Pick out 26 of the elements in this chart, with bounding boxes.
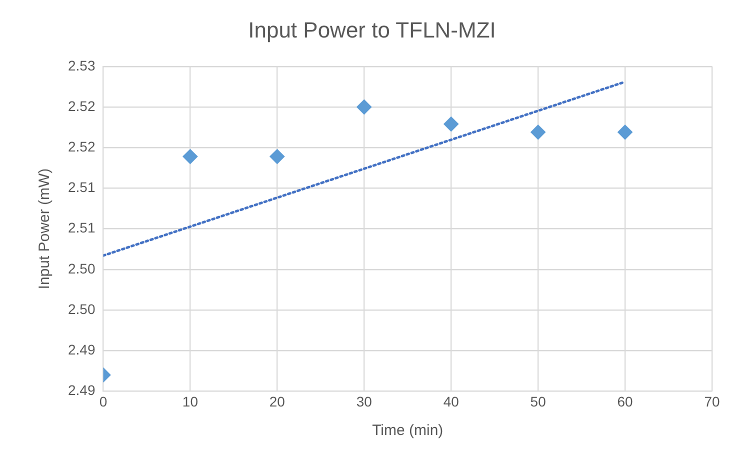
x-tick-label: 20 — [269, 393, 286, 410]
x-tick-label: 60 — [617, 393, 634, 410]
x-tick-label: 50 — [530, 393, 546, 410]
y-tick-label: 2.52 — [68, 138, 96, 154]
y-tick-label: 2.51 — [68, 179, 96, 196]
y-tick-label: 2.52 — [68, 98, 96, 114]
x-axis-title: Time (min) — [372, 422, 444, 440]
point — [270, 149, 285, 164]
x-tick-label: 10 — [182, 393, 198, 410]
y-tick-label: 2.53 — [68, 57, 96, 74]
point — [182, 149, 198, 164]
x-tick-label: 0 — [99, 393, 108, 410]
y-tick-label: 2.49 — [68, 341, 96, 358]
x-tick-label: 70 — [704, 393, 720, 410]
point — [530, 124, 546, 140]
y-tick-label: 2.49 — [68, 382, 96, 398]
point — [618, 124, 633, 140]
point — [356, 100, 372, 114]
y-tick-label: 2.51 — [68, 220, 96, 236]
y-tick-label: 2.50 — [68, 260, 96, 276]
x-tick-label: 40 — [443, 393, 460, 410]
y-axis-title: Input Power (mW) — [36, 168, 54, 290]
y-tick-label: 2.50 — [68, 300, 96, 317]
point — [444, 116, 459, 132]
chart-title: Input Power to TFLN-MZI — [248, 17, 496, 42]
x-tick-label: 30 — [356, 393, 372, 410]
